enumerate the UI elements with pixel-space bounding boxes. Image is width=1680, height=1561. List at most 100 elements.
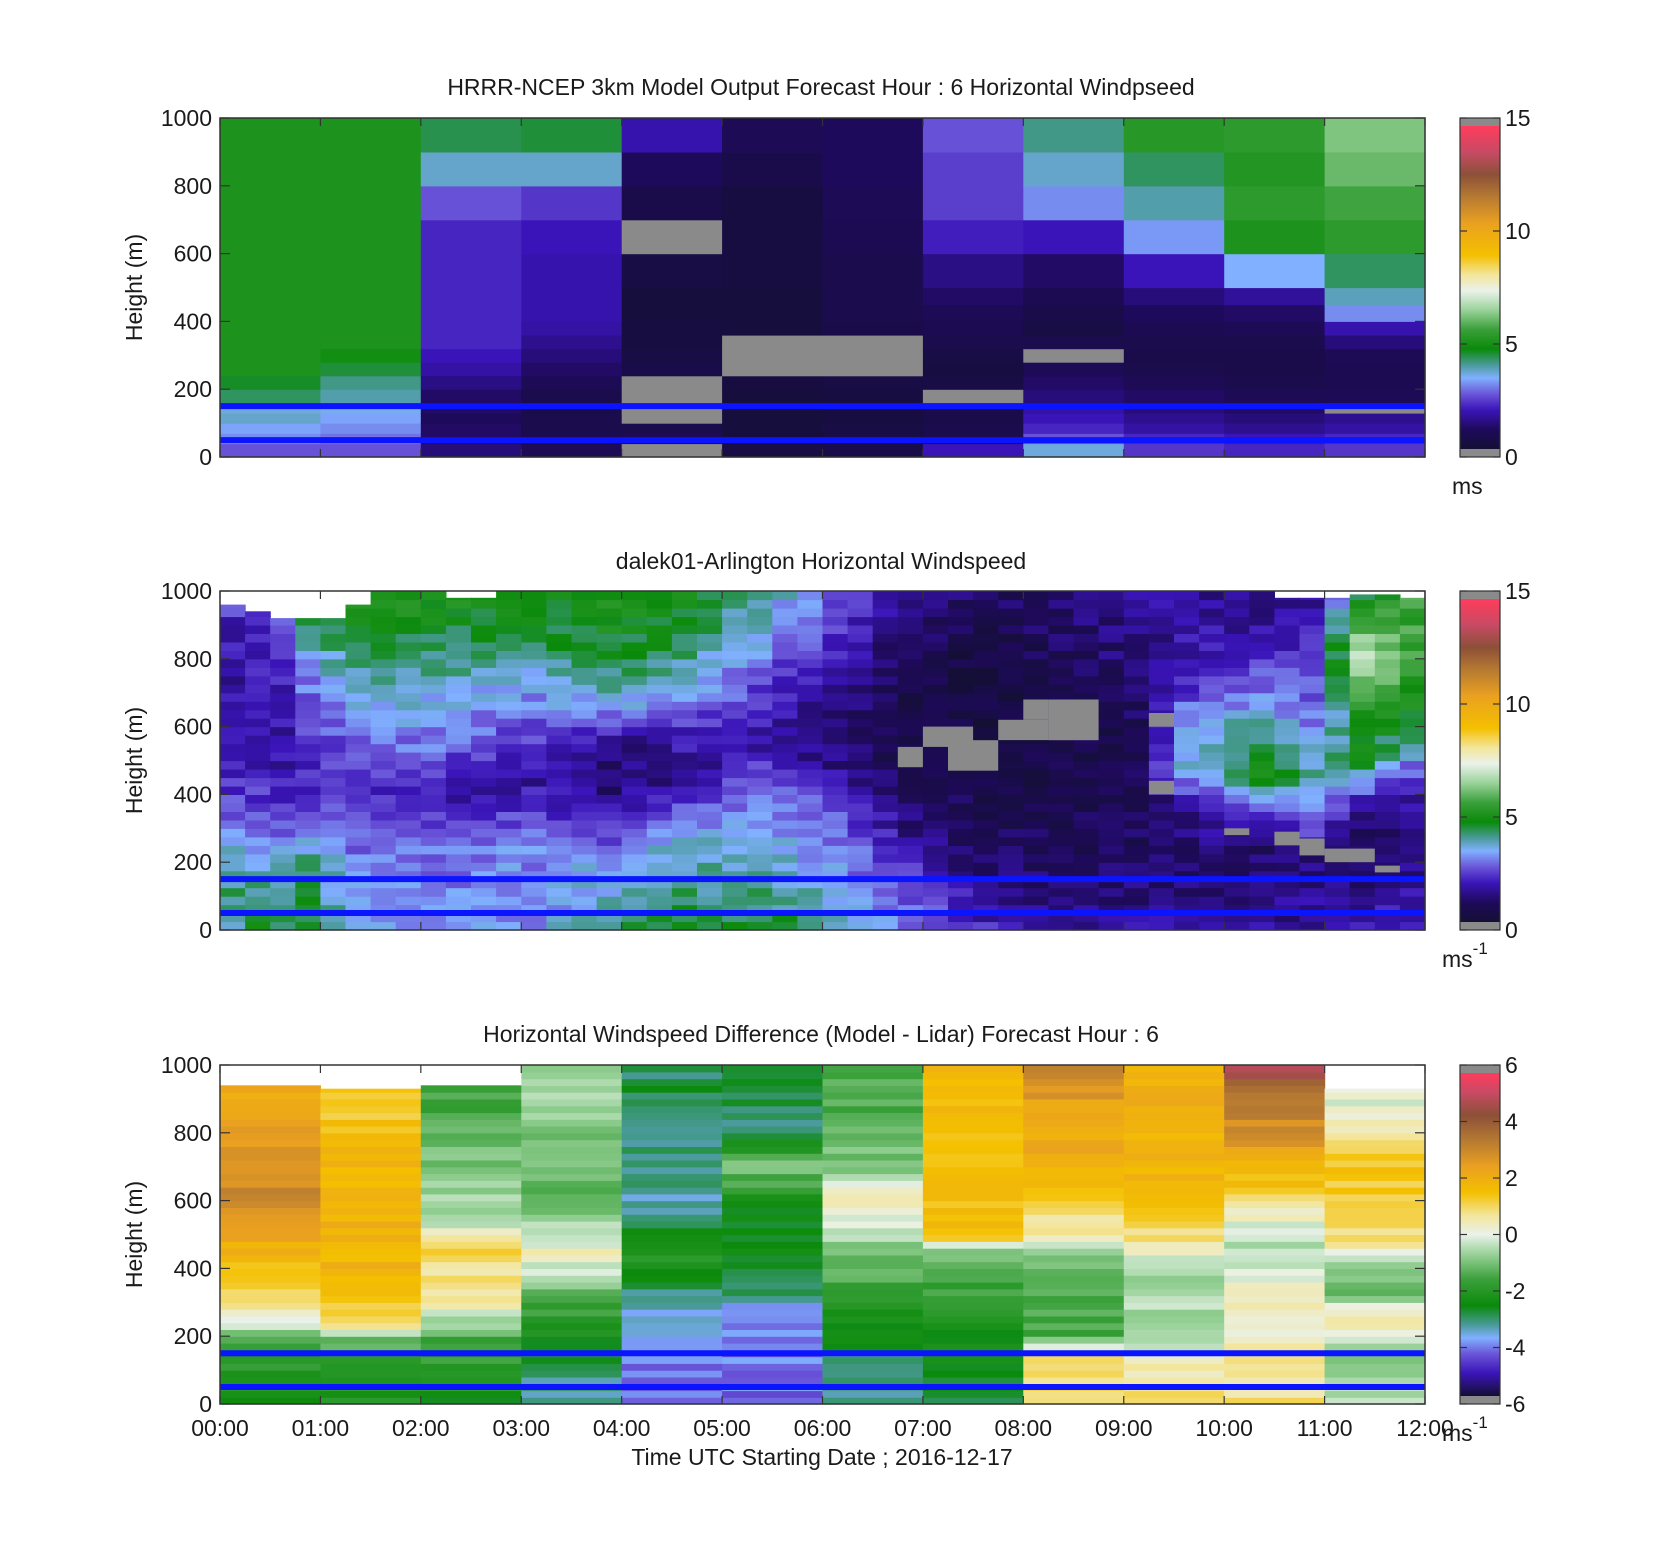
lidar-cell xyxy=(822,904,849,914)
lidar-cell xyxy=(973,684,999,694)
difference-cell xyxy=(922,1329,1024,1337)
lidar-cell xyxy=(1098,701,1125,711)
model-cell xyxy=(822,287,924,305)
difference-cell xyxy=(922,1126,1024,1134)
model-cell xyxy=(420,151,522,187)
model-cell xyxy=(1224,151,1326,187)
lidar-cell xyxy=(847,616,874,626)
model-cell xyxy=(621,423,723,434)
difference-cell xyxy=(1224,1105,1326,1114)
model-cell xyxy=(521,304,623,322)
difference-cell xyxy=(822,1241,924,1249)
lidar-cell xyxy=(370,735,397,745)
lidar-cell xyxy=(1174,879,1200,889)
difference-cell xyxy=(1224,1275,1326,1283)
difference-cell xyxy=(621,1112,723,1120)
lidar-cell xyxy=(1399,811,1426,821)
lidar-cell xyxy=(621,692,648,702)
lidar-cell xyxy=(1399,896,1426,906)
model-cell xyxy=(822,219,924,255)
lidar-cell xyxy=(1123,913,1150,923)
lidar-cell xyxy=(1324,819,1351,829)
lidar-cell xyxy=(922,777,949,787)
difference-cell xyxy=(320,1248,422,1256)
model-cell xyxy=(1324,253,1426,289)
lidar-cell xyxy=(872,675,899,685)
model-cell xyxy=(320,219,422,255)
lidar-cell xyxy=(1199,599,1225,609)
lidar-cell xyxy=(1374,896,1401,906)
model-panel: HRRR-NCEP 3km Model Output Forecast Hour… xyxy=(121,74,1531,499)
lidar-cell xyxy=(445,862,472,872)
lidar-cell xyxy=(521,752,547,762)
lidar-cell xyxy=(220,819,246,829)
lidar-cell xyxy=(1274,624,1301,634)
lidar-cell xyxy=(521,862,547,872)
lidar-cell xyxy=(797,904,824,914)
difference-cell xyxy=(1023,1146,1125,1154)
difference-cell xyxy=(1023,1370,1125,1378)
difference-cell xyxy=(722,1329,824,1337)
lidar-cell xyxy=(1174,624,1200,634)
lidar-cell xyxy=(671,633,698,643)
lidar-cell xyxy=(797,641,824,651)
lidar-cell xyxy=(521,811,547,821)
lidar-cell xyxy=(320,785,347,795)
lidar-cell xyxy=(697,828,723,838)
difference-cell xyxy=(1224,1200,1326,1208)
lidar-cell xyxy=(596,684,623,694)
colorbar-unit-exponent: -1 xyxy=(1473,1413,1488,1432)
lidar-cell xyxy=(897,658,924,668)
difference-cell xyxy=(822,1173,924,1181)
lidar-cell xyxy=(1374,726,1401,736)
lidar-cell xyxy=(697,599,723,609)
lidar-cell xyxy=(270,794,296,804)
lidar-cell xyxy=(621,921,648,931)
lidar-cell xyxy=(445,641,472,651)
difference-cell xyxy=(1324,1295,1426,1303)
lidar-cell xyxy=(1174,896,1200,906)
colorbar-tick-label: 6 xyxy=(1505,1052,1518,1078)
lidar-cell xyxy=(872,862,899,872)
lidar-cell xyxy=(1324,921,1351,931)
lidar-cell xyxy=(998,616,1024,626)
lidar-cell xyxy=(1098,913,1125,923)
lidar-cell xyxy=(571,735,598,745)
difference-cell xyxy=(220,1119,321,1127)
lidar-cell xyxy=(722,862,748,872)
lidar-cell xyxy=(295,760,321,770)
lidar-cell xyxy=(697,811,723,821)
lidar-cell xyxy=(1299,599,1326,609)
difference-cell xyxy=(220,1390,321,1398)
lidar-cell xyxy=(1123,870,1150,880)
difference-cell xyxy=(1023,1227,1125,1236)
difference-cell xyxy=(1023,1193,1125,1202)
lidar-cell xyxy=(1374,650,1401,660)
difference-cell xyxy=(922,1268,1024,1276)
lidar-cell xyxy=(1098,802,1125,812)
lidar-cell xyxy=(822,828,849,838)
lidar-cell xyxy=(747,760,773,770)
lidar-cell xyxy=(320,811,347,821)
lidar-cell xyxy=(847,675,874,685)
lidar-cell xyxy=(1249,913,1275,923)
difference-cell xyxy=(220,1302,321,1310)
lidar-cell xyxy=(797,921,824,931)
lidar-cell xyxy=(546,743,573,753)
model-cell xyxy=(1324,389,1426,404)
model-cell xyxy=(1023,321,1125,336)
lidar-cell xyxy=(722,701,748,711)
lidar-cell xyxy=(1174,870,1200,880)
lidar-cell xyxy=(496,735,522,745)
difference-cell xyxy=(621,1261,723,1269)
lidar-cell xyxy=(671,667,698,677)
lidar-cell xyxy=(973,887,999,897)
difference-y-axis-label: Height (m) xyxy=(121,1181,147,1288)
lidar-cell xyxy=(596,735,623,745)
colorbar-over-cap xyxy=(1460,591,1500,599)
difference-cell xyxy=(922,1112,1024,1120)
lidar-cell xyxy=(1249,887,1275,897)
model-cell xyxy=(420,118,522,153)
